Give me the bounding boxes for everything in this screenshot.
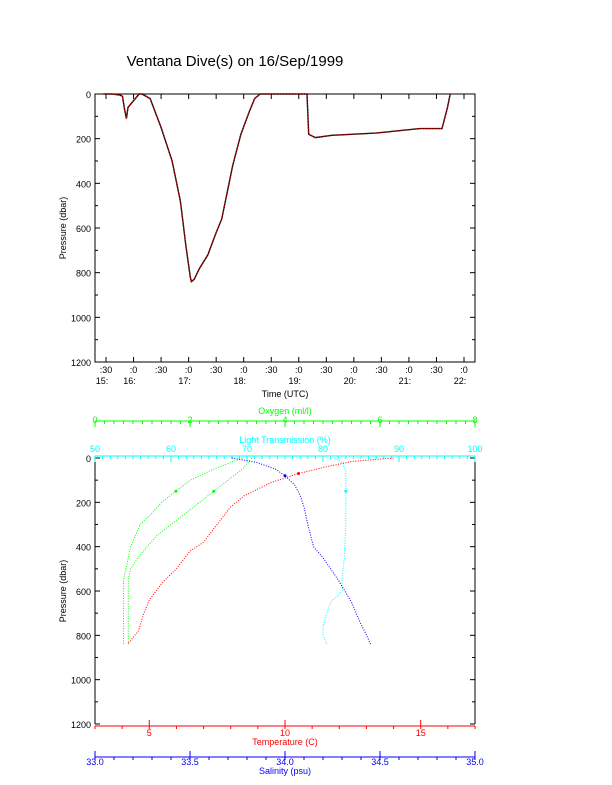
y-axis-label: Pressure (dbar) bbox=[58, 560, 68, 623]
y-tick-label: 400 bbox=[76, 543, 91, 553]
axis-tick-label: 33.0 bbox=[86, 757, 104, 767]
x-tick-label: :30 bbox=[320, 365, 333, 375]
profile-point bbox=[283, 474, 287, 478]
y-tick-label: 200 bbox=[76, 498, 91, 508]
axis-tick-label: 90 bbox=[394, 444, 404, 454]
axis-tick-label: 100 bbox=[467, 444, 482, 454]
profile-series bbox=[322, 457, 347, 645]
axis-tick-label: 33.5 bbox=[181, 757, 199, 767]
x-tick-label-hour: 19: bbox=[289, 376, 302, 386]
plot-frame bbox=[94, 93, 476, 363]
y-tick-label: 200 bbox=[76, 135, 91, 145]
x-tick-label: :30 bbox=[265, 365, 278, 375]
y-tick-label: 600 bbox=[76, 224, 91, 234]
x-tick-label: :0 bbox=[240, 365, 248, 375]
axis-tick-label: 2 bbox=[187, 415, 192, 425]
x-tick-label: :0 bbox=[295, 365, 303, 375]
x-tick-label: :30 bbox=[210, 365, 223, 375]
axis-tick-label: 0 bbox=[92, 415, 97, 425]
y-tick-label: 400 bbox=[76, 179, 91, 189]
axis-tick-label: 10 bbox=[280, 728, 290, 738]
x-tick-label: :30 bbox=[375, 365, 388, 375]
y-tick-label: 0 bbox=[86, 90, 91, 100]
profile-series bbox=[231, 457, 371, 645]
y-tick-label: 600 bbox=[76, 587, 91, 597]
y-tick-label: 0 bbox=[86, 454, 91, 464]
x-tick-label: :0 bbox=[350, 365, 358, 375]
y-tick-label: 1000 bbox=[71, 313, 91, 323]
profile-series bbox=[127, 457, 394, 645]
y-tick-label: 800 bbox=[76, 269, 91, 279]
x-tick-label: :30 bbox=[100, 365, 113, 375]
axis-tick-label: 60 bbox=[166, 444, 176, 454]
axis-tick-label: 8 bbox=[472, 415, 477, 425]
profile-series bbox=[127, 457, 253, 645]
x-tick-label-hour: 21: bbox=[399, 376, 412, 386]
x-tick-label-hour: 18: bbox=[233, 376, 246, 386]
axis-tick-label: 80 bbox=[318, 444, 328, 454]
x-tick-label-hour: 16: bbox=[123, 376, 136, 386]
x-tick-label: :30 bbox=[155, 365, 168, 375]
y-tick-label: 800 bbox=[76, 631, 91, 641]
time-pressure-chart: 020040060080010001200:3015::016::30:017:… bbox=[58, 90, 476, 399]
x-tick-label: :0 bbox=[460, 365, 468, 375]
y-tick-label: 1200 bbox=[71, 358, 91, 368]
depth-trace-dark bbox=[103, 93, 451, 283]
axis-tick-label: 4 bbox=[282, 415, 287, 425]
axis-tick-label: 34.5 bbox=[371, 757, 389, 767]
x-tick-label: :0 bbox=[185, 365, 193, 375]
x-tick-label-hour: 20: bbox=[344, 376, 357, 386]
axis-tick-label: 35.0 bbox=[466, 757, 484, 767]
axis-title: Oxygen (ml/l) bbox=[258, 406, 312, 416]
x-tick-label-hour: 17: bbox=[178, 376, 191, 386]
axis-tick-label: 15 bbox=[416, 728, 426, 738]
profile-point bbox=[297, 472, 301, 475]
x-tick-label: :30 bbox=[430, 365, 443, 375]
profile-point bbox=[212, 489, 216, 493]
x-tick-label-hour: 22: bbox=[454, 376, 467, 386]
axis-tick-label: 34.0 bbox=[276, 757, 294, 767]
y-tick-label: 1200 bbox=[71, 720, 91, 730]
profile-series bbox=[123, 457, 243, 645]
x-tick-label: :0 bbox=[405, 365, 413, 375]
axis-title: Light Transmission (%) bbox=[239, 435, 331, 445]
profile-chart: 0 200 400 600 800 1000 1200 Pressure (dbar) 0 2 4 6… bbox=[58, 406, 484, 776]
x-tick-label-hour: 15: bbox=[96, 376, 109, 386]
x-axis-label: Time (UTC) bbox=[262, 389, 309, 399]
profile-point bbox=[174, 489, 178, 493]
axis-tick-label: 50 bbox=[90, 444, 100, 454]
axis-tick-label: 70 bbox=[242, 444, 252, 454]
y-axis-label: Pressure (dbar) bbox=[58, 197, 68, 260]
depth-trace bbox=[103, 93, 451, 283]
axis-title: Temperature (C) bbox=[252, 737, 318, 747]
profile-point bbox=[344, 489, 348, 493]
axis-tick-label: 5 bbox=[147, 728, 152, 738]
y-tick-label: 1000 bbox=[71, 676, 91, 686]
axis-tick-label: 6 bbox=[377, 415, 382, 425]
figure-title: Ventana Dive(s) on 16/Sep/1999 bbox=[127, 53, 344, 70]
x-tick-label: :0 bbox=[130, 365, 138, 375]
axis-title: Salinity (psu) bbox=[259, 766, 311, 776]
